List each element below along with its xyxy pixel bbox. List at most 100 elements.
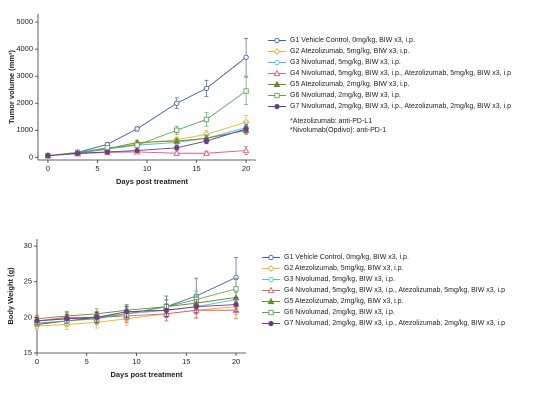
legend-label: G5 Atezolizumab, 2mg/kg, BIW x3, i.p. <box>290 81 410 88</box>
y-tick-label: 5000 <box>16 17 33 26</box>
legend-icon <box>262 309 280 316</box>
marker <box>267 286 275 294</box>
marker <box>203 138 210 144</box>
marker <box>268 254 274 261</box>
legend-item: G4 Nivolumad, 5mg/kg, BIW x3, i.p., Atez… <box>262 286 542 295</box>
legend-icon <box>262 265 280 272</box>
marker <box>273 80 281 88</box>
annotation: *Nivolumab(Opdivo): anti-PD-1 <box>290 127 387 134</box>
legend-item: G1 Vehicle Control, 0mg/kg, BIW x3, i.p. <box>268 36 548 45</box>
marker <box>274 103 280 110</box>
legend-item: G7 Nivolumad, 2mg/kg, BIW x3, i.p., Atez… <box>268 102 548 111</box>
marker <box>174 100 180 106</box>
x-tick-label: 10 <box>143 164 151 173</box>
line <box>47 56 247 157</box>
series <box>45 124 249 159</box>
legend-icon <box>262 254 280 261</box>
legend-icon <box>268 37 286 44</box>
x-tick-label: 20 <box>242 164 250 173</box>
marker <box>243 88 249 94</box>
marker <box>267 265 275 272</box>
series <box>45 77 249 159</box>
legend-icon <box>262 276 280 283</box>
legend-label: G1 Vehicle Control, 0mg/kg, BIW x3, i.p. <box>284 254 409 261</box>
y-tick-label: 2000 <box>16 98 33 107</box>
legend-icon <box>262 320 280 327</box>
marker <box>233 301 239 308</box>
x-tick-label: 20 <box>232 357 240 366</box>
x-tick-label: 5 <box>85 357 89 366</box>
marker <box>233 286 239 292</box>
marker <box>104 149 111 155</box>
legend-item: G3 Nivolumad, 5mg/kg, BIW x3, i.p. <box>262 275 542 284</box>
legend-label: G2 Atezolizumab, 5mg/kg, BIW x3, i.p. <box>290 48 410 55</box>
series <box>33 298 240 331</box>
legend-label: G2 Atezolizumab, 5mg/kg, BIW x3, i.p. <box>284 265 404 272</box>
marker <box>243 54 249 60</box>
legend-item: G6 Nivolumad, 2mg/kg, BIW x3, i.p. <box>268 91 548 100</box>
marker <box>174 145 180 151</box>
legend: G1 Vehicle Control, 0mg/kg, BIW x3, i.p.… <box>262 253 542 330</box>
marker <box>268 276 274 283</box>
marker <box>174 127 180 133</box>
marker <box>274 59 280 66</box>
legend: G1 Vehicle Control, 0mg/kg, BIW x3, i.p.… <box>268 36 548 135</box>
marker <box>203 149 210 156</box>
legend-icon <box>268 103 286 110</box>
marker <box>274 92 280 99</box>
legend-label: G5 Atezolizumab, 2mg/kg, BIW x3, i.p. <box>284 298 404 305</box>
marker <box>123 309 130 315</box>
legend-item: G5 Atezolizumab, 2mg/kg, BIW x3, i.p. <box>262 297 542 306</box>
legend-label: G7 Nivolumad, 2mg/kg, BIW x3, i.p., Atez… <box>284 320 505 327</box>
legend-item: G6 Nivolumad, 2mg/kg, BIW x3, i.p. <box>262 308 542 317</box>
y-tick-label: 25 <box>24 277 32 286</box>
legend-label: G4 Nivolumad, 5mg/kg, BIW x3, i.p., Atez… <box>284 287 505 294</box>
legend-label: G3 Nivolumad, 5mg/kg, BIW x3, i.p. <box>290 59 401 66</box>
legend-label: G1 Vehicle Control, 0mg/kg, BIW x3, i.p. <box>290 37 415 44</box>
legend-icon <box>268 69 286 77</box>
x-tick-label: 0 <box>35 357 39 366</box>
y-axis-label: Tumor volume (mm³) <box>7 49 16 124</box>
marker <box>268 309 274 316</box>
y-tick-label: 0 <box>29 152 33 161</box>
legend-item: G4 Nivolumad, 5mg/kg, BIW x3, i.p., Atez… <box>268 69 548 78</box>
marker <box>74 150 81 156</box>
line <box>47 90 247 157</box>
legend-label: G4 Nivolumad, 5mg/kg, BIW x3, i.p., Atez… <box>290 70 511 77</box>
legend-label: G3 Nivolumad, 5mg/kg, BIW x3, i.p. <box>284 276 395 283</box>
marker <box>94 314 100 321</box>
marker <box>45 153 51 159</box>
marker <box>64 316 70 322</box>
legend-item: G2 Atezolizumab, 5mg/kg, BIW x3, i.p. <box>268 47 548 56</box>
legend-icon <box>268 48 286 55</box>
marker <box>203 116 210 123</box>
marker <box>273 48 281 55</box>
legend-icon <box>268 80 286 88</box>
marker <box>193 304 199 310</box>
series <box>45 37 249 159</box>
legend-icon <box>262 286 280 294</box>
y-axis-label: Body Weight (g) <box>6 267 15 325</box>
legend-label: G6 Nivolumad, 2mg/kg, BIW x3, i.p. <box>284 309 395 316</box>
marker <box>163 307 170 313</box>
y-tick-label: 3000 <box>16 71 33 80</box>
x-tick-label: 0 <box>46 164 50 173</box>
legend-label: G6 Nivolumad, 2mg/kg, BIW x3, i.p. <box>290 92 401 99</box>
series <box>34 297 239 325</box>
marker <box>242 146 250 154</box>
legend-item: G7 Nivolumad, 2mg/kg, BIW x3, i.p., Atez… <box>262 319 542 328</box>
y-tick-label: 15 <box>24 348 32 357</box>
legend-item: G2 Atezolizumab, 5mg/kg, BIW x3, i.p. <box>262 264 542 273</box>
legend-item: G5 Atezolizumab, 2mg/kg, BIW x3, i.p. <box>268 80 548 89</box>
marker <box>173 149 181 156</box>
marker <box>243 126 249 132</box>
legend-icon <box>262 297 280 305</box>
marker <box>203 85 210 92</box>
marker <box>273 69 281 77</box>
y-tick-label: 20 <box>24 312 32 321</box>
x-tick-label: 5 <box>95 164 99 173</box>
marker <box>134 147 140 154</box>
marker <box>173 137 181 144</box>
y-tick-label: 1000 <box>16 125 33 134</box>
